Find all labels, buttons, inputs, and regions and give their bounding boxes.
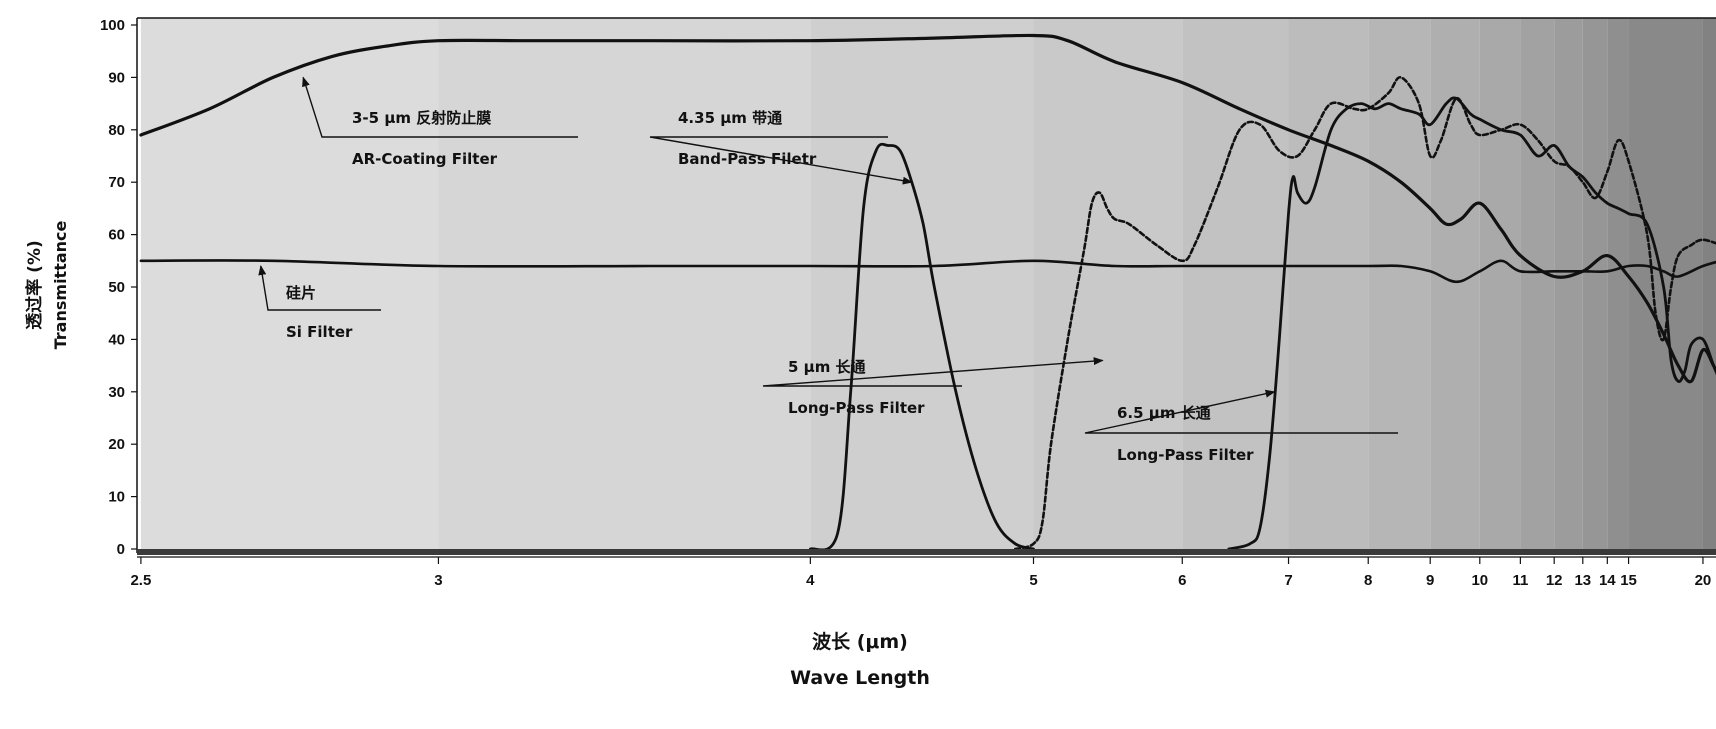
y-tick-label: 90 bbox=[108, 69, 125, 86]
x-tick-label: 12 bbox=[1546, 572, 1563, 589]
plot-background bbox=[140, 18, 1716, 553]
y-tick-label: 10 bbox=[108, 489, 125, 506]
y-tick-label: 60 bbox=[108, 227, 125, 244]
background-band bbox=[1628, 18, 1703, 553]
annotation: 硅片 Si Filter bbox=[258, 265, 381, 341]
background-band bbox=[140, 18, 439, 553]
x-tick-label: 20 bbox=[1695, 572, 1712, 589]
background-band bbox=[1182, 18, 1289, 553]
x-tick-label: 10 bbox=[1471, 572, 1488, 589]
annotation-leader bbox=[762, 357, 1104, 387]
background-band bbox=[438, 18, 811, 553]
annotation-label-en: AR-Coating Filter bbox=[352, 150, 498, 168]
y-axis-title: 透过率 (%) bbox=[24, 240, 45, 330]
background-band bbox=[1582, 18, 1608, 553]
x-tick-label: 5 bbox=[1029, 572, 1037, 589]
y-tick-label: 0 bbox=[117, 541, 125, 558]
y-tick-label: 70 bbox=[108, 174, 125, 191]
ar-coating-curve bbox=[139, 33, 1716, 384]
axes bbox=[136, 17, 1716, 558]
x-tick-label: 15 bbox=[1620, 572, 1637, 589]
x-axis-bar bbox=[137, 549, 1716, 555]
annotation-label-cn: 5 μm 长通 bbox=[788, 358, 866, 376]
annotation-label-cn: 4.35 μm 带通 bbox=[678, 109, 782, 127]
annotation-label-cn: 硅片 bbox=[286, 284, 316, 302]
y-tick-label: 40 bbox=[108, 331, 125, 348]
annotation-label-en: Band-Pass Filetr bbox=[678, 150, 817, 168]
x-axis-title-en: Wave Length bbox=[790, 667, 930, 689]
background-band bbox=[1520, 18, 1555, 553]
x-tick-label: 14 bbox=[1599, 572, 1616, 589]
annotation: 5 μm 长通 Long-Pass Filter bbox=[762, 357, 1104, 417]
x-tick-label: 8 bbox=[1364, 572, 1372, 589]
band-pass-curve bbox=[809, 142, 1035, 552]
background-band bbox=[1288, 18, 1369, 553]
background-band bbox=[810, 18, 1034, 553]
y-tick-label: 20 bbox=[108, 436, 125, 453]
x-tick-label: 11 bbox=[1512, 572, 1528, 589]
x-tick-label: 2.5 bbox=[130, 572, 151, 589]
annotation-leader bbox=[258, 265, 381, 311]
annotation-leader bbox=[1084, 389, 1398, 434]
x-axis-title-cn: 波长 (μm) bbox=[812, 630, 908, 653]
x-tick-label: 4 bbox=[806, 572, 815, 589]
annotation-label-cn: 3-5 μm 反射防止膜 bbox=[352, 109, 491, 127]
annotation: 4.35 μm 带通 Band-Pass Filetr bbox=[649, 109, 913, 185]
annotation: 3-5 μm 反射防止膜 AR-Coating Filter bbox=[302, 76, 578, 168]
annotation-label-en: Si Filter bbox=[286, 323, 353, 341]
y-tick-label: 50 bbox=[108, 279, 125, 296]
background-band bbox=[1033, 18, 1183, 553]
annotation-leader bbox=[302, 76, 578, 138]
background-band bbox=[1479, 18, 1521, 553]
si-filter-curve bbox=[139, 259, 1716, 284]
background-band bbox=[1702, 18, 1716, 553]
x-tick-label: 3 bbox=[434, 572, 442, 589]
annotation-label-en: Long-Pass Filter bbox=[1117, 446, 1254, 464]
x-tick-label: 13 bbox=[1574, 572, 1591, 589]
annotation-label-cn: 6.5 μm 长通 bbox=[1117, 404, 1211, 422]
y-axis-title-en-group: Transmittance bbox=[51, 220, 70, 349]
x-tick-label: 6 bbox=[1178, 572, 1186, 589]
background-band bbox=[1430, 18, 1480, 553]
y-axis-title-cn: 透过率 (%) bbox=[24, 240, 45, 330]
y-tick-label: 30 bbox=[108, 384, 125, 401]
y-tick-label: 80 bbox=[108, 122, 125, 139]
long-pass-6.5um-curve bbox=[1227, 96, 1716, 551]
annotation-leader bbox=[649, 136, 913, 185]
tick-labels: 0 10 20 30 40 50 60 70 80 90 100 2.5 3 4 5 6 7 8 9 10 11 12 13… bbox=[100, 17, 1712, 589]
annotation: 6.5 μm 长通 Long-Pass Filter bbox=[1084, 389, 1398, 464]
background-band bbox=[1554, 18, 1583, 553]
background-band bbox=[1368, 18, 1431, 553]
annotation-label-en: Long-Pass Filter bbox=[788, 399, 925, 417]
y-axis-title-en: Transmittance bbox=[51, 220, 70, 349]
background-band bbox=[1607, 18, 1629, 553]
y-tick-label: 100 bbox=[100, 17, 125, 34]
filter-curves bbox=[139, 33, 1716, 552]
x-tick-label: 7 bbox=[1284, 572, 1292, 589]
annotations: 3-5 μm 反射防止膜 AR-Coating Filter 4.35 μm 带通 B… bbox=[258, 76, 1398, 464]
x-tick-label: 9 bbox=[1426, 572, 1434, 589]
